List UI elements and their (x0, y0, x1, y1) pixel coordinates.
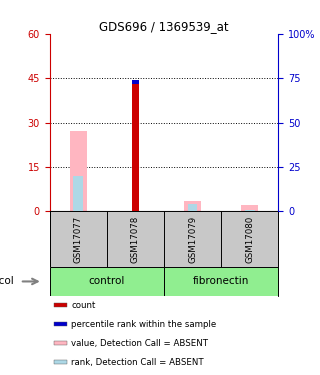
Text: GSM17077: GSM17077 (74, 216, 83, 263)
Text: rank, Detection Call = ABSENT: rank, Detection Call = ABSENT (71, 358, 204, 367)
Bar (54, 341, 67, 345)
Bar (184, 201, 201, 211)
Bar (54, 322, 67, 326)
Bar (246, 211, 253, 212)
Bar (54, 360, 67, 364)
Bar (132, 80, 139, 84)
Text: count: count (71, 301, 96, 310)
Text: control: control (89, 276, 125, 286)
Text: value, Detection Call = ABSENT: value, Detection Call = ABSENT (71, 339, 208, 348)
Text: GSM17078: GSM17078 (131, 216, 140, 263)
Bar (132, 84, 139, 212)
Bar (54, 303, 67, 307)
Bar (74, 176, 83, 212)
Bar (189, 211, 196, 212)
Text: fibronectin: fibronectin (193, 276, 249, 286)
Bar (50, 267, 164, 296)
Text: protocol: protocol (0, 276, 14, 286)
Bar (245, 210, 254, 212)
Text: percentile rank within the sample: percentile rank within the sample (71, 320, 217, 329)
Text: GSM17079: GSM17079 (188, 216, 197, 263)
Bar (164, 267, 278, 296)
Bar (188, 204, 197, 212)
Bar (75, 211, 82, 212)
Bar (70, 132, 87, 212)
Title: GDS696 / 1369539_at: GDS696 / 1369539_at (99, 20, 229, 33)
Text: GSM17080: GSM17080 (245, 216, 254, 263)
Bar (241, 205, 258, 212)
